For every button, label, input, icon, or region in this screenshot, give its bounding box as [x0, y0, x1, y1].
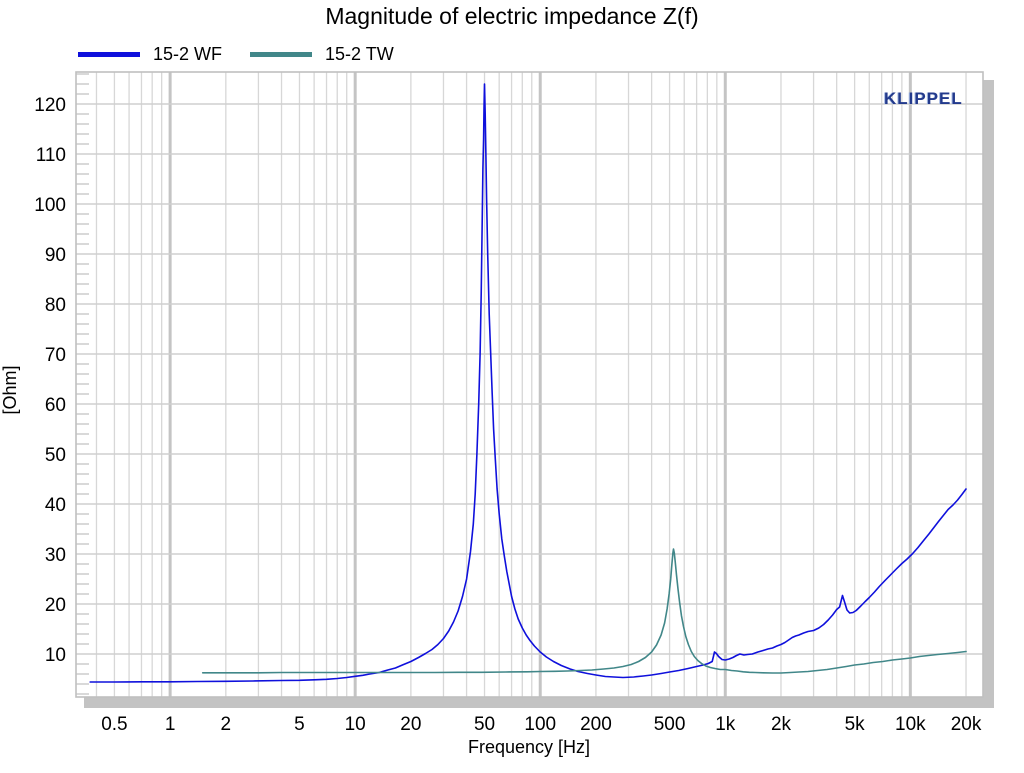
- wf-impedance-curve: [89, 83, 967, 683]
- y-tick-label: 40: [45, 495, 66, 516]
- y-tick-label: 30: [45, 545, 66, 566]
- wf-line-swatch: [78, 52, 140, 57]
- legend: 15-2 WF 15-2 TW: [78, 44, 394, 65]
- tw-impedance-curve: [201, 548, 967, 674]
- tw-line-swatch: [250, 52, 313, 57]
- x-tick-label: 20: [400, 714, 421, 735]
- y-tick-label: 20: [45, 595, 66, 616]
- y-tick-label: 100: [34, 195, 66, 216]
- y-tick-label: 10: [45, 645, 66, 666]
- plot-shadow-right: [983, 80, 994, 708]
- klippel-watermark: KLIPPEL: [884, 89, 963, 108]
- y-tick-label: 110: [36, 145, 66, 166]
- legend-item-tw: 15-2 TW: [250, 44, 394, 65]
- x-tick-label: 50: [474, 714, 495, 735]
- y-axis-label: [Ohm]: [0, 365, 20, 414]
- x-tick-label: 5: [294, 714, 305, 735]
- y-tick-label: 120: [34, 95, 66, 116]
- x-tick-label: 10k: [895, 714, 926, 735]
- x-tick-label: 100: [524, 714, 556, 735]
- x-tick-label: 5k: [845, 714, 866, 735]
- x-tick-label: 2: [221, 714, 232, 735]
- x-axis-label: Frequency [Hz]: [468, 737, 590, 757]
- x-tick-label: 1: [165, 714, 176, 735]
- x-tick-label: 0.5: [101, 714, 127, 735]
- plot-area: [76, 72, 983, 697]
- y-tick-label: 70: [45, 345, 66, 366]
- y-tick-label: 90: [45, 245, 66, 266]
- tw-legend-label: 15-2 TW: [325, 44, 394, 64]
- x-tick-label: 20k: [951, 714, 982, 735]
- x-tick-label: 500: [654, 714, 686, 735]
- y-tick-label: 60: [45, 395, 66, 416]
- plot-shadow-bottom: [84, 697, 994, 708]
- x-tick-label: 10: [345, 714, 366, 735]
- y-tick-label: 80: [45, 295, 66, 316]
- x-tick-label: 2k: [771, 714, 792, 735]
- x-tick-label: 1k: [715, 714, 736, 735]
- x-tick-label: 200: [580, 714, 612, 735]
- y-tick-label: 50: [45, 445, 66, 466]
- legend-item-wf: 15-2 WF: [78, 44, 222, 65]
- chart-title: Magnitude of electric impedance Z(f): [325, 3, 699, 29]
- plot-border: [75, 71, 984, 698]
- wf-legend-label: 15-2 WF: [153, 44, 223, 64]
